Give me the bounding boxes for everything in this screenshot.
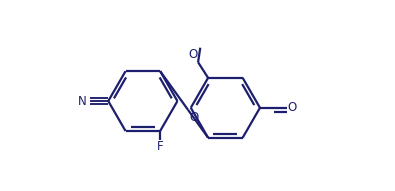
Text: O: O [189, 111, 198, 124]
Text: O: O [188, 48, 198, 61]
Text: O: O [288, 101, 297, 114]
Text: N: N [78, 95, 87, 108]
Text: F: F [157, 140, 164, 153]
